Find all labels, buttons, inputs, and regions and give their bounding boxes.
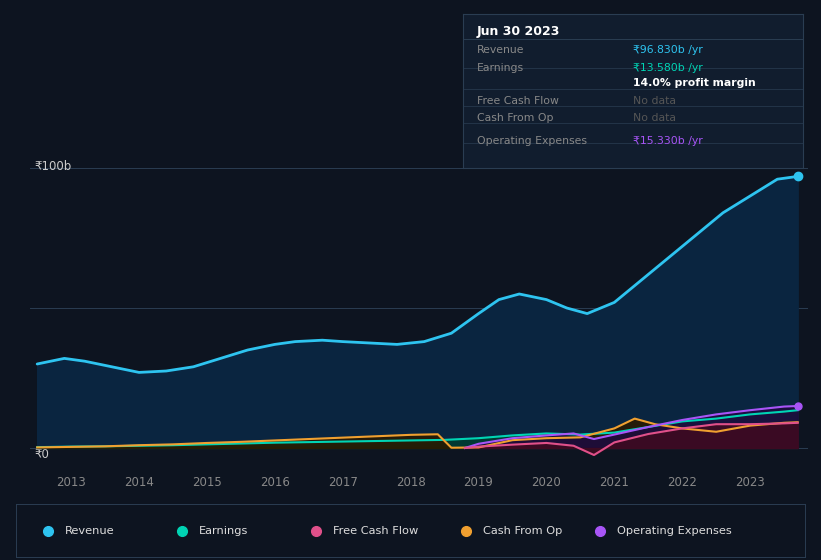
Text: Cash From Op: Cash From Op <box>483 526 562 535</box>
Text: Cash From Op: Cash From Op <box>477 113 553 123</box>
Text: 14.0% profit margin: 14.0% profit margin <box>633 78 756 88</box>
Text: ₹13.580b /yr: ₹13.580b /yr <box>633 63 703 73</box>
Text: Earnings: Earnings <box>200 526 249 535</box>
Text: No data: No data <box>633 113 676 123</box>
Text: No data: No data <box>633 96 676 106</box>
Text: ₹96.830b /yr: ₹96.830b /yr <box>633 45 703 55</box>
Text: Revenue: Revenue <box>66 526 115 535</box>
Text: Operating Expenses: Operating Expenses <box>617 526 732 535</box>
Text: ₹100b: ₹100b <box>34 160 71 172</box>
Text: Free Cash Flow: Free Cash Flow <box>477 96 558 106</box>
Text: Jun 30 2023: Jun 30 2023 <box>477 25 560 38</box>
Text: ₹15.330b /yr: ₹15.330b /yr <box>633 137 703 146</box>
Text: Earnings: Earnings <box>477 63 524 73</box>
Text: Operating Expenses: Operating Expenses <box>477 137 587 146</box>
Text: Revenue: Revenue <box>477 45 524 55</box>
Text: Free Cash Flow: Free Cash Flow <box>333 526 419 535</box>
Text: ₹0: ₹0 <box>34 448 49 461</box>
